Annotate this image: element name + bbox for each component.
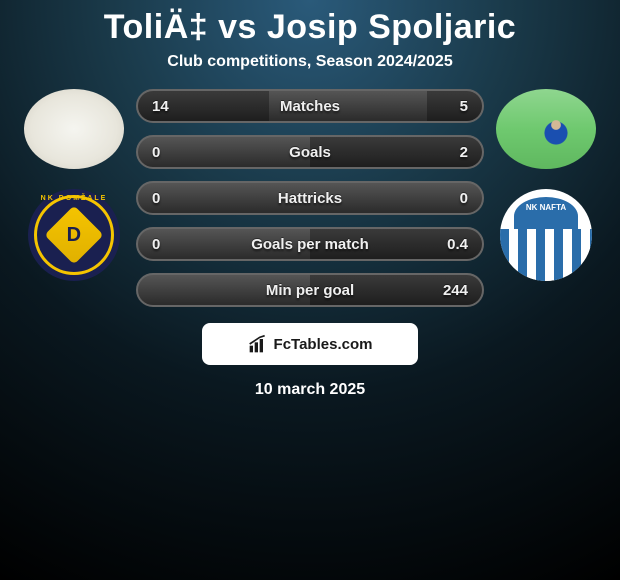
fill-right: [427, 91, 482, 121]
page-title: ToliÄ‡ vs Josip Spoljaric: [0, 8, 620, 47]
stat-left-value: 0: [152, 236, 160, 253]
comparison-panel: NK DOMŽALE D 14 Matches 5 0 Goals 2 0 Hattricks…: [0, 89, 620, 307]
subtitle: Club competitions, Season 2024/2025: [0, 53, 620, 71]
stat-row: 0 Hattricks 0: [136, 181, 484, 215]
player2-photo: [496, 89, 596, 169]
club1-name: NK DOMŽALE: [41, 195, 108, 202]
bars-icon: [248, 334, 268, 354]
stat-label: Goals per match: [251, 236, 369, 253]
stat-row: 0 Goals per match 0.4: [136, 227, 484, 261]
stat-label: Hattricks: [278, 190, 342, 207]
stat-left-value: 14: [152, 98, 169, 115]
club2-badge: NK NAFTA: [500, 189, 592, 281]
stat-right-value: 2: [460, 144, 468, 161]
fill-right: [310, 137, 482, 167]
club2-stripes: [500, 229, 592, 281]
stat-right-value: 5: [460, 98, 468, 115]
club1-shield: D: [40, 201, 108, 269]
stat-right-value: 0.4: [447, 236, 468, 253]
player1-photo: [24, 89, 124, 169]
stat-label: Min per goal: [266, 282, 354, 299]
stat-label: Goals: [289, 144, 331, 161]
stat-right-value: 244: [443, 282, 468, 299]
club1-initial: D: [67, 223, 81, 246]
stat-left-value: 0: [152, 190, 160, 207]
right-side: NK NAFTA: [496, 89, 596, 281]
stat-right-value: 0: [460, 190, 468, 207]
left-side: NK DOMŽALE D: [24, 89, 124, 281]
stat-left-value: 0: [152, 144, 160, 161]
stats-list: 14 Matches 5 0 Goals 2 0 Hattricks 0 0 Goals per m…: [136, 89, 484, 307]
branding-label: FcTables.com: [274, 336, 373, 353]
stat-row: 14 Matches 5: [136, 89, 484, 123]
stat-label: Matches: [280, 98, 340, 115]
club2-name: NK NAFTA: [500, 203, 592, 212]
branding-pill[interactable]: FcTables.com: [202, 323, 418, 365]
stat-row: 0 Goals 2: [136, 135, 484, 169]
stat-row: Min per goal 244: [136, 273, 484, 307]
club1-badge: NK DOMŽALE D: [28, 189, 120, 281]
date-label: 10 march 2025: [0, 381, 620, 399]
